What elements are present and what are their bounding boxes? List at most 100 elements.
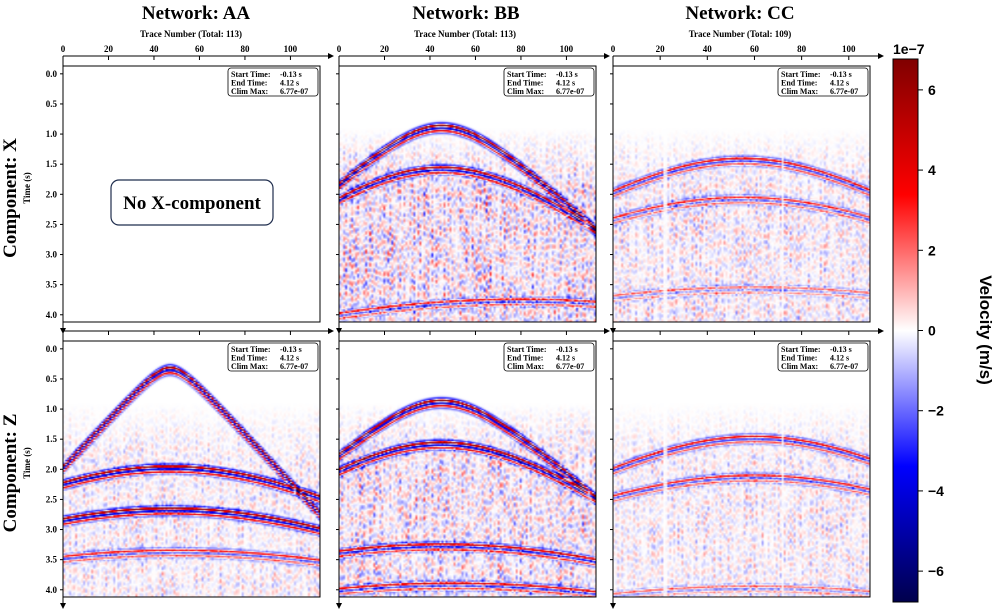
seismic-image — [339, 341, 596, 597]
x-tick-label: 100 — [560, 44, 574, 54]
info-value: 6.77e-07 — [280, 87, 308, 96]
x-axis-arrow — [604, 53, 610, 59]
info-key: Start Time: — [231, 70, 270, 79]
info-value: 6.77e-07 — [830, 362, 858, 371]
colorbar-tick-label: 6 — [928, 82, 936, 98]
x-tick-label: 60 — [750, 44, 760, 54]
info-value: 6.77e-07 — [556, 87, 584, 96]
info-value: 6.77e-07 — [556, 362, 584, 371]
y-tick-label: 1.0 — [46, 129, 58, 139]
x-axis-arrow — [328, 328, 334, 334]
info-value: -0.13 s — [830, 345, 852, 354]
x-tick-label: 80 — [797, 44, 807, 54]
info-key: Start Time: — [781, 70, 820, 79]
info-key: Start Time: — [507, 345, 546, 354]
y-axis-label-x: Time (s) — [22, 172, 32, 204]
info-key: End Time: — [231, 79, 267, 88]
seismic-image — [613, 66, 870, 322]
y-tick-label: 4.0 — [46, 585, 58, 595]
panel-networkcc-x: 0 20 40 60 80 100 Start Time: -0.13 s End Time: 4… — [610, 44, 884, 334]
panels-layer: 0 20 40 60 80 100 0.0 0.5 1.0 1.5 2.0 2.5 3.0 3.5 4.0 S… — [46, 44, 884, 609]
info-value: 4.12 s — [556, 354, 575, 363]
x-tick-label: 100 — [284, 44, 298, 54]
y-tick-label: 0.5 — [46, 99, 58, 109]
panel-networkbb-z: Start Time: -0.13 s End Time: 4.12 s Clim Ma… — [336, 328, 610, 609]
panel-networkaa-x: 0 20 40 60 80 100 0.0 0.5 1.0 1.5 2.0 2.5 3.0 3.5 4.0 S… — [46, 44, 334, 334]
info-value: 4.12 s — [830, 79, 849, 88]
info-key: Clim Max: — [781, 362, 818, 371]
info-value: 4.12 s — [830, 354, 849, 363]
x-tick-label: 0 — [337, 44, 342, 54]
info-key: End Time: — [507, 79, 543, 88]
y-tick-label: 3.0 — [46, 250, 58, 260]
y-axis-arrow — [60, 603, 66, 609]
x-tick-label: 20 — [104, 44, 114, 54]
y-tick-label: 1.5 — [46, 434, 58, 444]
x-axis-label-bb: Trace Number (Total: 113) — [414, 29, 516, 39]
info-value: -0.13 s — [830, 70, 852, 79]
info-key: Clim Max: — [231, 87, 268, 96]
x-tick-label: 60 — [195, 44, 205, 54]
info-value: 4.12 s — [280, 79, 299, 88]
info-key: Clim Max: — [781, 87, 818, 96]
y-tick-label: 0.5 — [46, 374, 58, 384]
panel-networkbb-x: 0 20 40 60 80 100 Start Time: -0.13 s End Time: 4… — [336, 44, 610, 334]
y-axis-arrow — [336, 603, 342, 609]
y-tick-label: 3.0 — [46, 525, 58, 535]
y-tick-label: 0.0 — [46, 69, 58, 79]
colorbar-tick-label: 0 — [928, 323, 936, 339]
no-component-message: No X-component — [123, 193, 261, 214]
y-tick-label: 0.0 — [46, 344, 58, 354]
colorbar-tick-label: −4 — [928, 483, 944, 499]
y-tick-label: 1.5 — [46, 159, 58, 169]
info-value: -0.13 s — [556, 70, 578, 79]
info-box — [227, 342, 319, 372]
colorbar-tick-label: 4 — [928, 162, 936, 178]
colorbar-ticks: 6 4 2 0 −2 −4 −6 — [918, 82, 944, 579]
x-axis-arrow — [878, 328, 884, 334]
x-tick-label: 40 — [425, 44, 435, 54]
y-tick-label: 2.5 — [46, 219, 58, 229]
y-tick-label: 2.0 — [46, 189, 58, 199]
info-key: Start Time: — [507, 70, 546, 79]
row-label-x: Component: X — [0, 138, 21, 258]
info-box — [777, 342, 869, 372]
y-axis-arrow — [610, 603, 616, 609]
y-tick-label: 1.0 — [46, 404, 58, 414]
x-axis-label-cc: Trace Number (Total: 109) — [689, 29, 792, 39]
x-tick-label: 40 — [703, 44, 713, 54]
x-tick-label: 40 — [149, 44, 159, 54]
info-box — [777, 67, 869, 97]
x-tick-label: 0 — [611, 44, 616, 54]
info-key: Start Time: — [781, 345, 820, 354]
colorbar-tick-label: −6 — [928, 563, 944, 579]
info-box — [503, 67, 595, 97]
colorbar — [892, 58, 919, 603]
info-box — [227, 67, 319, 97]
x-tick-label: 60 — [471, 44, 481, 54]
info-key: Clim Max: — [231, 362, 268, 371]
info-value: -0.13 s — [280, 345, 302, 354]
colorbar-tick-label: 2 — [928, 242, 936, 258]
y-tick-label: 3.5 — [46, 555, 58, 565]
y-tick-label: 3.5 — [46, 280, 58, 290]
info-box — [503, 342, 595, 372]
info-value: -0.13 s — [556, 345, 578, 354]
y-tick-label: 4.0 — [46, 310, 58, 320]
info-key: Clim Max: — [507, 362, 544, 371]
x-tick-label: 100 — [842, 44, 856, 54]
x-tick-label: 20 — [380, 44, 390, 54]
info-key: Start Time: — [231, 345, 270, 354]
seismic-image — [339, 66, 596, 322]
y-tick-label: 2.5 — [46, 494, 58, 504]
colorbar-tick-label: −2 — [928, 403, 944, 419]
info-value: 4.12 s — [556, 79, 575, 88]
x-axis-label-aa: Trace Number (Total: 113) — [140, 29, 242, 39]
info-key: Clim Max: — [507, 87, 544, 96]
seismic-image — [63, 341, 320, 597]
info-key: End Time: — [231, 354, 267, 363]
info-value: 6.77e-07 — [280, 362, 308, 371]
row-label-z: Component: Z — [0, 414, 21, 533]
info-value: 4.12 s — [280, 354, 299, 363]
